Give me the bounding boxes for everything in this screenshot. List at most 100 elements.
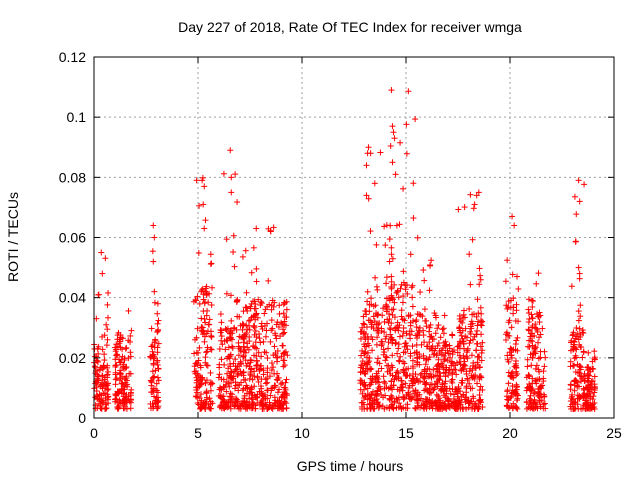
data-point (377, 386, 384, 393)
data-point (525, 306, 532, 313)
data-point (227, 330, 234, 337)
data-point (536, 334, 543, 341)
data-point (386, 316, 393, 323)
data-point (390, 129, 397, 136)
data-point (283, 405, 290, 412)
data-point (456, 325, 463, 332)
data-point (208, 334, 215, 341)
data-point (456, 338, 463, 345)
data-point (365, 144, 372, 151)
data-point (201, 315, 208, 322)
data-point (533, 362, 540, 369)
data-point (573, 324, 580, 331)
data-point (398, 313, 405, 320)
data-point (115, 329, 122, 336)
data-point (476, 354, 483, 361)
data-point (430, 336, 437, 343)
data-point (230, 232, 237, 239)
data-point (123, 344, 130, 351)
data-point (193, 349, 200, 356)
data-point (358, 403, 365, 410)
data-point (585, 379, 592, 386)
data-point (367, 228, 374, 235)
data-point (202, 288, 209, 295)
data-point (207, 346, 214, 353)
data-point (251, 298, 258, 305)
data-point (466, 251, 473, 258)
data-point (409, 343, 416, 350)
data-point (409, 371, 416, 378)
data-point (203, 283, 210, 290)
data-point (283, 306, 290, 313)
data-point (584, 399, 591, 406)
data-point (510, 304, 517, 311)
data-point (216, 371, 223, 378)
data-point (374, 372, 381, 379)
data-point (271, 394, 278, 401)
data-point (441, 312, 448, 319)
data-point (383, 274, 390, 281)
data-point (122, 345, 129, 352)
data-point (154, 327, 161, 334)
data-point (154, 320, 161, 327)
data-point (369, 373, 376, 380)
data-point (580, 348, 587, 355)
data-point (128, 327, 135, 334)
data-point (278, 319, 285, 326)
data-point (510, 310, 517, 317)
data-point (478, 317, 485, 324)
data-point (479, 347, 486, 354)
data-point (151, 344, 158, 351)
data-point (148, 379, 155, 386)
data-point (409, 303, 416, 310)
data-point (155, 377, 162, 384)
data-point (523, 405, 530, 412)
data-point (463, 384, 470, 391)
data-point (192, 368, 199, 375)
data-point (249, 376, 256, 383)
data-point (585, 349, 592, 356)
data-point (391, 325, 398, 332)
data-point (429, 347, 436, 354)
data-point (151, 393, 158, 400)
data-point (202, 379, 209, 386)
data-point (477, 399, 484, 406)
data-point (470, 373, 477, 380)
data-point (192, 297, 199, 304)
data-point (118, 380, 125, 387)
data-point (423, 405, 430, 412)
data-point (503, 402, 510, 409)
data-point (360, 365, 367, 372)
data-point (372, 274, 379, 281)
data-point (253, 265, 260, 272)
data-point (434, 342, 441, 349)
data-point (569, 391, 576, 398)
data-point (280, 310, 287, 317)
data-point (426, 366, 433, 373)
data-point (413, 317, 420, 324)
data-point (103, 321, 110, 328)
data-point (445, 372, 452, 379)
data-point (268, 367, 275, 374)
data-point (264, 369, 271, 376)
data-point (426, 324, 433, 331)
data-point (439, 405, 446, 412)
data-point (590, 366, 597, 373)
data-point (423, 323, 430, 330)
data-point (273, 354, 280, 361)
data-point (383, 280, 390, 287)
data-point (209, 380, 216, 387)
data-point (442, 349, 449, 356)
data-point (155, 340, 162, 347)
data-point (523, 387, 530, 394)
data-point (219, 341, 226, 348)
data-point (207, 369, 214, 376)
data-point (262, 333, 269, 340)
data-point (153, 387, 160, 394)
data-point (200, 327, 207, 334)
data-point (535, 270, 542, 277)
data-point (591, 387, 598, 394)
data-point (508, 324, 515, 331)
data-point (127, 370, 134, 377)
data-point (375, 404, 382, 411)
